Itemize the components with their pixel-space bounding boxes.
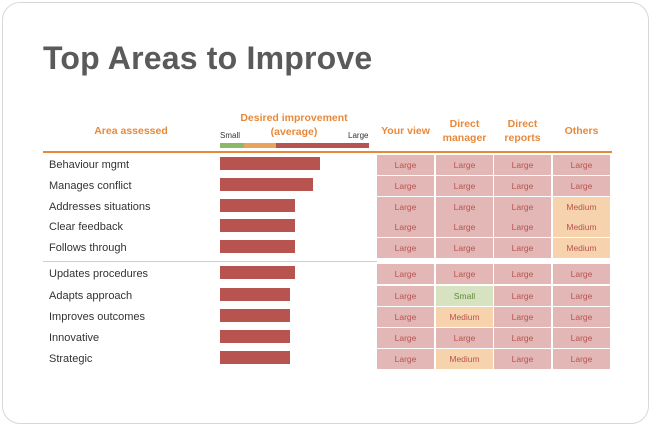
row-label: Improves outcomes [49,311,145,323]
rating-cell: Large [553,328,610,348]
row-label: Updates procedures [49,268,149,280]
scale-small-segment [220,143,244,148]
rating-cell: Large [377,238,434,258]
improvement-bar [220,199,295,212]
improvement-bar [220,266,295,279]
rating-cell: Large [494,197,551,217]
rating-cell: Large [494,286,551,306]
header-others: Others [564,125,599,137]
rating-cell: Large [494,176,551,196]
rating-cell: Large [553,349,610,369]
improvement-bar [220,288,290,301]
row-label: Clear feedback [49,221,123,233]
rating-cell: Medium [553,238,610,258]
rating-cell: Large [436,155,493,175]
rating-cell: Large [436,197,493,217]
rating-cell: Large [377,217,434,237]
improvement-bar [220,157,320,170]
group-separator [43,261,377,262]
header-direct-reports: Direct reports [504,118,541,144]
rating-cell: Large [436,328,493,348]
rating-cell: Large [553,286,610,306]
rating-cell: Medium [436,349,493,369]
rating-cell: Large [494,264,551,284]
rating-cell: Large [377,197,434,217]
scale-medium-segment [244,143,276,148]
row-label: Manages conflict [49,180,132,192]
rating-cell: Large [377,155,434,175]
improvement-bar [220,240,295,253]
rating-cell: Large [494,217,551,237]
improvement-bar [220,178,313,191]
header-direct-manager: Direct manager [442,118,487,144]
row-label: Adapts approach [49,290,133,302]
page-title: Top Areas to Improve [43,40,373,76]
rating-cell: Medium [553,217,610,237]
header-rule [43,151,612,153]
header-desired-improvement: Desired improvement (average) [240,112,348,138]
improvement-bar [220,219,295,232]
rating-cell: Large [377,286,434,306]
improvement-bar [220,351,290,364]
rating-cell: Large [553,176,610,196]
rating-cell: Large [494,155,551,175]
header-area-assessed: Area assessed [94,125,168,137]
rating-cell: Large [377,307,434,327]
scale-small-label: Small [220,131,241,140]
row-label: Innovative [49,332,100,344]
rating-cell: Small [436,286,493,306]
rating-cell: Large [436,176,493,196]
rating-cell: Large [494,349,551,369]
row-label: Addresses situations [49,201,151,213]
rating-cell: Medium [553,197,610,217]
rating-cell: Large [377,264,434,284]
rating-cell: Large [436,238,493,258]
row-label: Strategic [49,353,93,365]
scale-large-segment [276,143,369,148]
rating-cell: Large [436,217,493,237]
rating-cell: Large [436,264,493,284]
header-your-view: Your view [381,125,430,137]
rating-cell: Large [377,349,434,369]
row-label: Follows through [49,242,127,254]
rating-cell: Large [553,264,610,284]
rating-cell: Large [377,328,434,348]
scale-large-label: Large [348,131,369,140]
rating-cell: Large [494,328,551,348]
improvement-bar [220,309,290,322]
row-label: Behaviour mgmt [49,159,130,171]
rating-cell: Large [553,155,610,175]
improvement-bar [220,330,290,343]
rating-cell: Medium [436,307,493,327]
rating-cell: Large [494,238,551,258]
rating-cell: Large [553,307,610,327]
rating-cell: Large [377,176,434,196]
rating-cell: Large [494,307,551,327]
